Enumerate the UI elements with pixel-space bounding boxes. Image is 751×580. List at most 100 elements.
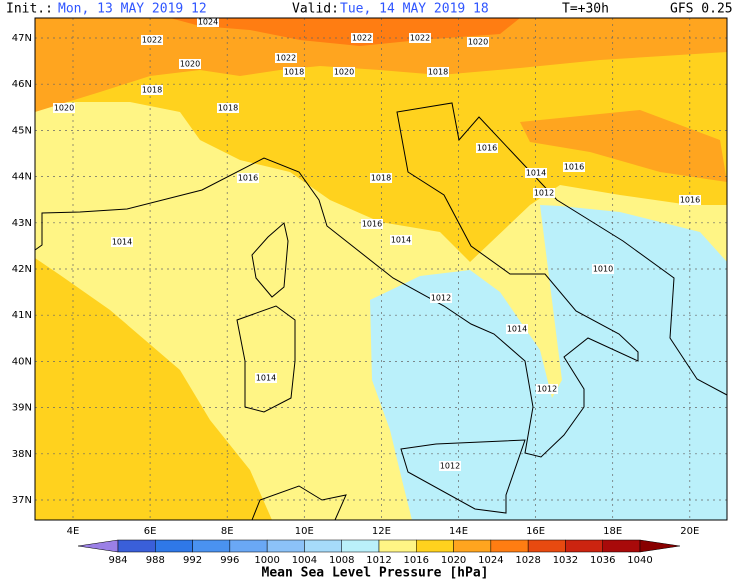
lat-label: 38N — [12, 449, 32, 460]
colorbar: 984 988 992 996 1000 1004 1008 1012 1016 1020 1024… — [77, 539, 681, 566]
lat-label: 37N — [12, 495, 32, 506]
colorbar-label: 1036 — [590, 555, 615, 566]
isobar-label-box — [592, 264, 614, 274]
init-value: Mon, 13 MAY 2019 12 — [58, 2, 207, 17]
lat-label: 44N — [12, 172, 32, 183]
colorbar-high-end — [639, 539, 681, 553]
model-name: GFS 0.25 — [670, 2, 733, 17]
isobar-label: 1014 — [256, 374, 276, 383]
colorbar-label: 992 — [183, 555, 202, 566]
isobar-label-box — [217, 103, 239, 113]
isobar-label-box — [476, 143, 498, 153]
isobar-label: 1012 — [534, 189, 554, 198]
colorbar-title: Mean Sea Level Pressure [hPa] — [262, 566, 489, 580]
field-1008-1012 — [370, 205, 727, 520]
colorbar-label: 1040 — [627, 555, 652, 566]
colorbar-segment — [229, 539, 268, 553]
isobar-label-box — [390, 235, 412, 245]
lat-label: 43N — [12, 218, 32, 229]
lon-label: 12E — [372, 526, 391, 537]
lon-label: 8E — [221, 526, 234, 537]
colorbar-segment — [453, 539, 492, 553]
isobar-label-box — [255, 373, 277, 383]
isobar-label-box — [275, 53, 297, 63]
valid-label: Valid: — [292, 2, 339, 17]
colorbar-segment — [378, 539, 417, 553]
isobar-label: 1018 — [371, 174, 391, 183]
lon-label: 20E — [680, 526, 699, 537]
isobar-label: 1016 — [564, 163, 584, 172]
colorbar-segment — [416, 539, 454, 553]
isobar-label-box — [525, 168, 547, 178]
lat-label: 47N — [12, 33, 32, 44]
sardinia — [236, 305, 296, 413]
isobar-label-box — [333, 67, 355, 77]
isobar-label: 1022 — [276, 54, 296, 63]
isobar-label-box — [679, 195, 701, 205]
tunisia — [251, 485, 347, 521]
lat-label: 41N — [12, 310, 32, 321]
colorbar-segment — [602, 539, 641, 553]
colorbar-label: 1016 — [404, 555, 429, 566]
colorbar-segment — [155, 539, 193, 553]
lat-label: 39N — [12, 403, 32, 414]
colorbar-low-end — [77, 539, 119, 553]
isobar-label-box — [430, 293, 452, 303]
isobar-label-box — [506, 324, 528, 334]
lon-label: 10E — [295, 526, 314, 537]
isobar-label-box — [179, 59, 201, 69]
colorbar-segment — [527, 539, 566, 553]
coastlines — [34, 102, 728, 521]
isobar-label-box — [439, 461, 461, 471]
coastline — [34, 102, 728, 458]
field-1016-1020 — [35, 18, 727, 262]
colorbar-segment — [117, 539, 156, 553]
sicily — [400, 439, 526, 514]
isobar-label: 1016 — [477, 144, 497, 153]
colorbar-label: 1012 — [366, 555, 391, 566]
isobar-label: 1016 — [362, 220, 382, 229]
isobar-label: 1014 — [391, 236, 411, 245]
isobar-label-box — [467, 37, 489, 47]
lon-label: 4E — [67, 526, 80, 537]
isobar-label-box — [111, 237, 133, 247]
corsica — [251, 222, 289, 298]
colorbar-label: 984 — [108, 555, 127, 566]
isobar-label: 1024 — [198, 18, 218, 27]
colorbar-label: 1032 — [553, 555, 578, 566]
colorbar-segment — [341, 539, 380, 553]
isobar-label: 1020 — [180, 60, 200, 69]
colorbar-label: 1024 — [478, 555, 503, 566]
isobar-label-box — [141, 85, 163, 95]
isobar-label: 1022 — [352, 34, 372, 43]
isobar-label-box — [351, 33, 373, 43]
field-1020-1024 — [520, 110, 727, 182]
valid-value: Tue, 14 MAY 2019 18 — [340, 2, 489, 17]
graticule — [35, 18, 727, 520]
lead-time: T=+30h — [562, 2, 609, 17]
isobar-label: 1018 — [284, 68, 304, 77]
isobar-label-box — [53, 103, 75, 113]
isobar-label: 1010 — [593, 265, 613, 274]
isobar-label: 1012 — [440, 462, 460, 471]
colorbar-label: 1020 — [441, 555, 466, 566]
colorbar-label: 1004 — [292, 555, 317, 566]
isobar-label-box — [427, 67, 449, 77]
isobar-label: 1014 — [526, 169, 546, 178]
colorbar-segment — [192, 539, 231, 553]
lat-label: 40N — [12, 356, 32, 367]
isobar-label-box — [536, 384, 558, 394]
colorbar-label: 1028 — [515, 555, 540, 566]
isobar-label-box — [283, 67, 305, 77]
isobar-label-box — [361, 219, 383, 229]
colorbar-segment — [304, 539, 342, 553]
colorbar-label: 996 — [220, 555, 239, 566]
isobar-label: 1020 — [54, 104, 74, 113]
field-1016-1020 — [35, 258, 272, 520]
isobar-label: 1014 — [507, 325, 527, 334]
lat-label: 45N — [12, 125, 32, 136]
init-label: Init.: — [6, 2, 53, 17]
colorbar-segment — [490, 539, 529, 553]
isobar-label-box — [563, 162, 585, 172]
